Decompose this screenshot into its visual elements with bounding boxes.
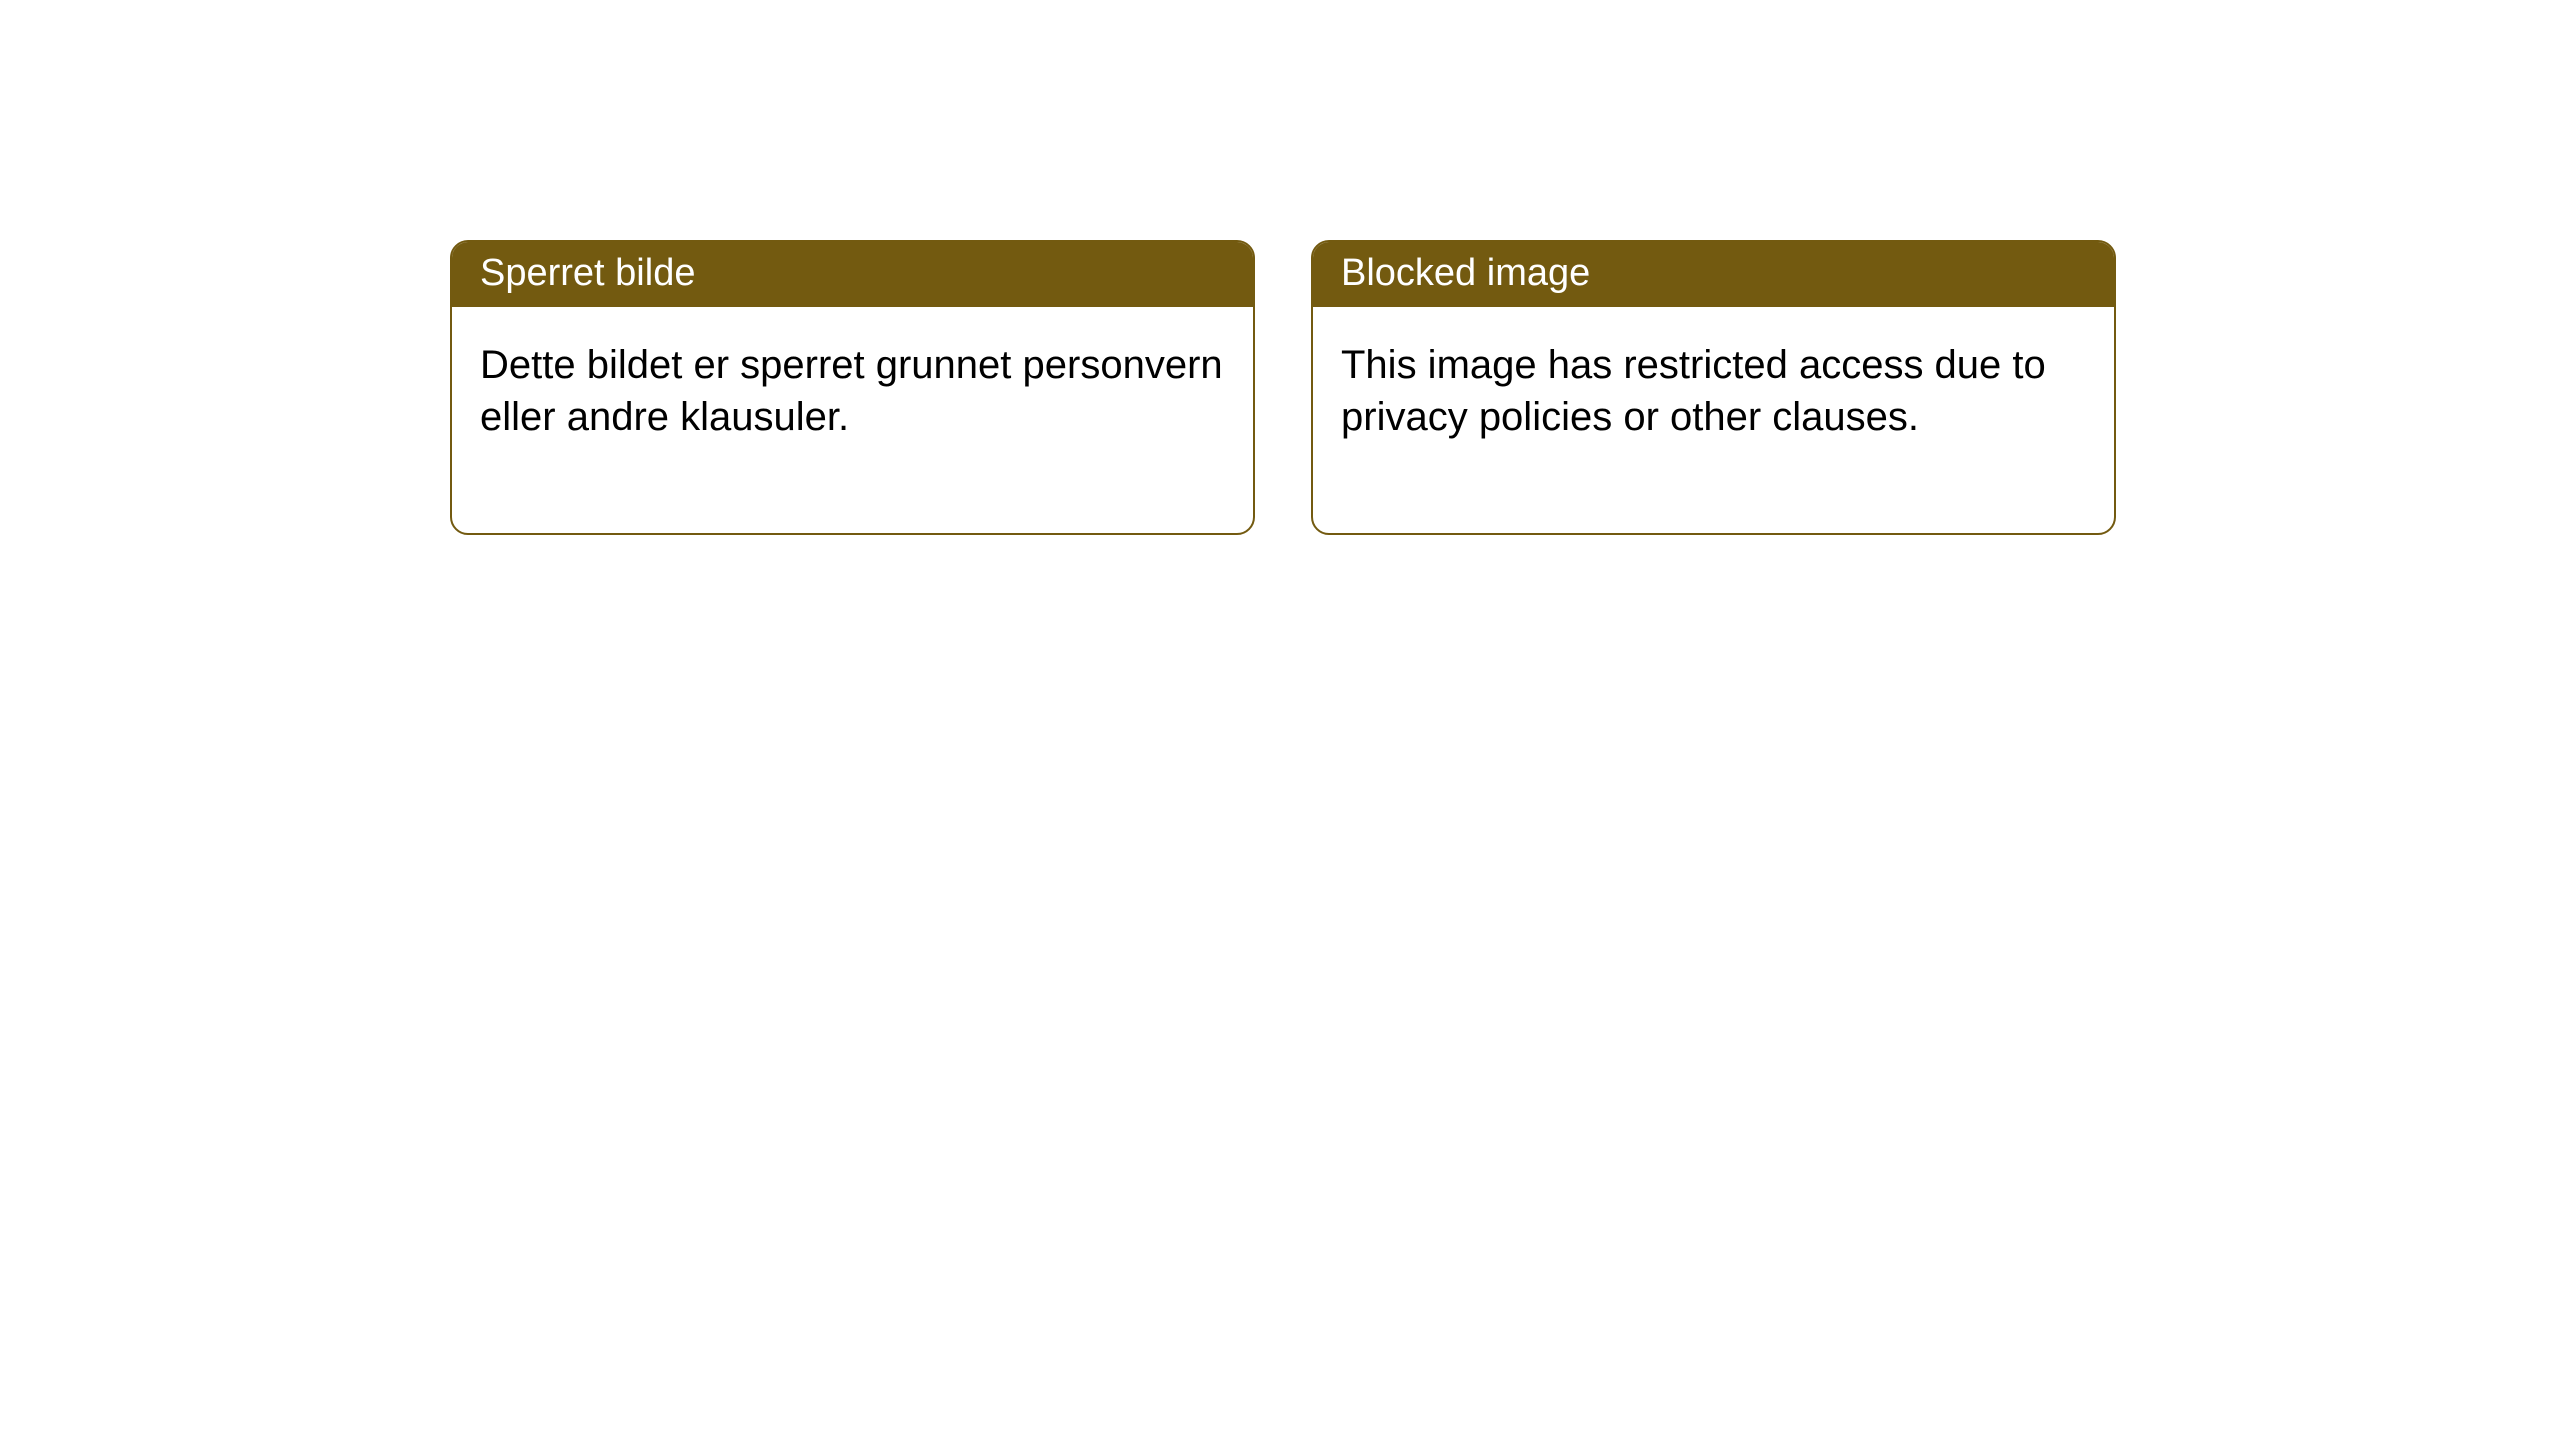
notice-body-text: This image has restricted access due to … bbox=[1341, 343, 2046, 439]
notice-body: Dette bildet er sperret grunnet personve… bbox=[452, 307, 1253, 533]
notice-header: Sperret bilde bbox=[452, 242, 1253, 307]
notice-body-text: Dette bildet er sperret grunnet personve… bbox=[480, 343, 1223, 439]
notice-title: Sperret bilde bbox=[480, 252, 695, 294]
notice-body: This image has restricted access due to … bbox=[1313, 307, 2114, 533]
notice-card-norwegian: Sperret bilde Dette bildet er sperret gr… bbox=[450, 240, 1255, 535]
notice-header: Blocked image bbox=[1313, 242, 2114, 307]
notice-card-english: Blocked image This image has restricted … bbox=[1311, 240, 2116, 535]
notice-container: Sperret bilde Dette bildet er sperret gr… bbox=[0, 0, 2560, 535]
notice-title: Blocked image bbox=[1341, 252, 1590, 294]
